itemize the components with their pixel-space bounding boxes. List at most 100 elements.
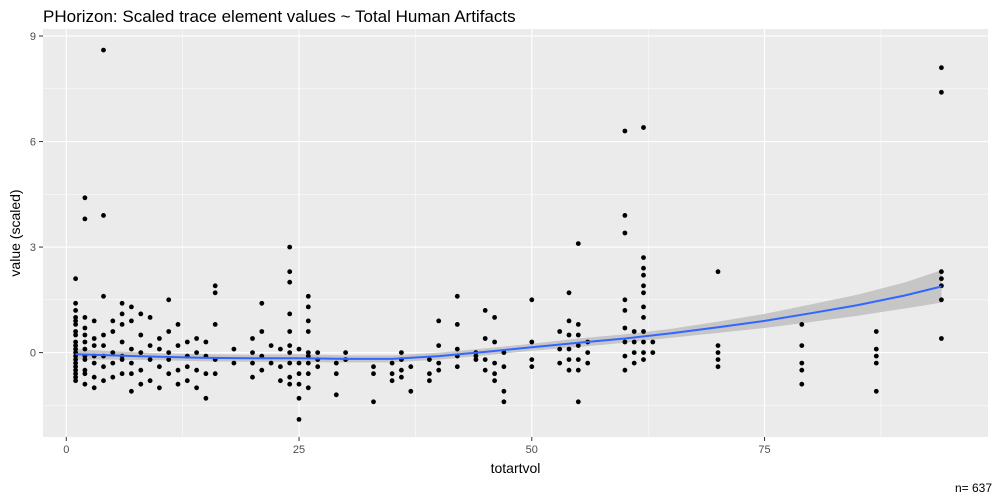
data-point — [333, 360, 339, 366]
data-point — [939, 65, 944, 71]
data-point — [157, 364, 162, 370]
data-point — [529, 339, 535, 345]
y-tick-label: 6 — [30, 137, 36, 149]
data-point — [631, 350, 637, 355]
data-point — [641, 283, 646, 289]
data-point — [119, 311, 125, 317]
data-point — [250, 374, 255, 380]
data-point — [501, 388, 507, 394]
data-point — [566, 332, 572, 338]
data-point — [73, 332, 78, 338]
data-point — [157, 385, 162, 391]
data-point — [278, 346, 283, 352]
data-point — [305, 293, 311, 299]
data-point — [575, 367, 581, 373]
data-point — [399, 367, 404, 373]
data-point — [147, 357, 153, 362]
data-point — [492, 360, 497, 366]
data-point — [305, 371, 311, 377]
data-point — [278, 378, 283, 384]
data-point — [73, 378, 78, 384]
data-point — [427, 371, 432, 377]
data-point — [166, 350, 172, 355]
data-point — [333, 392, 339, 398]
data-point — [482, 357, 488, 362]
data-point — [799, 367, 805, 373]
data-point — [110, 329, 116, 334]
smooth-line-layer — [75, 285, 942, 360]
data-point — [557, 360, 563, 366]
data-point — [101, 47, 106, 53]
data-point — [129, 371, 134, 377]
data-point — [166, 329, 172, 334]
data-point — [939, 269, 944, 275]
data-point — [175, 367, 181, 373]
data-points — [73, 47, 944, 422]
data-point — [82, 367, 88, 373]
data-point — [194, 367, 200, 373]
data-point — [212, 371, 218, 377]
data-point — [492, 339, 497, 345]
x-tick-label: 25 — [293, 444, 305, 456]
data-point — [110, 360, 116, 366]
data-point — [333, 371, 339, 377]
data-point — [585, 350, 591, 355]
data-point — [454, 293, 460, 299]
data-point — [147, 343, 153, 348]
data-point — [73, 276, 78, 282]
data-point — [166, 357, 172, 362]
data-point — [399, 374, 404, 380]
data-point — [278, 364, 283, 370]
data-point — [259, 329, 265, 334]
data-point — [622, 308, 628, 313]
data-point — [492, 371, 497, 377]
data-point — [650, 350, 656, 355]
data-point — [650, 339, 656, 345]
data-point — [873, 388, 879, 394]
x-tick-label: 75 — [758, 444, 770, 456]
data-point — [799, 360, 805, 366]
data-point — [939, 336, 944, 341]
data-point — [715, 269, 721, 275]
data-point — [250, 360, 255, 366]
data-point — [492, 315, 497, 320]
data-point — [315, 364, 321, 370]
data-point — [166, 297, 172, 303]
data-point — [622, 325, 628, 331]
data-point — [529, 297, 535, 303]
data-point — [119, 322, 125, 327]
data-point — [622, 339, 628, 345]
data-point — [101, 364, 106, 370]
data-point — [82, 332, 88, 338]
data-point — [259, 367, 265, 373]
data-point — [939, 89, 944, 95]
data-point — [622, 297, 628, 303]
x-tick-label: 0 — [63, 444, 69, 456]
data-point — [622, 367, 628, 373]
data-point — [799, 343, 805, 348]
data-point — [287, 360, 293, 366]
data-point — [287, 343, 293, 348]
data-point — [427, 357, 432, 362]
data-point — [641, 290, 646, 296]
data-point — [575, 322, 581, 327]
data-point — [622, 213, 628, 218]
data-point — [939, 276, 944, 282]
data-point — [194, 350, 200, 355]
data-point — [82, 315, 88, 320]
data-point — [231, 346, 237, 352]
data-point — [296, 346, 302, 352]
data-point — [212, 283, 218, 289]
data-point — [371, 399, 376, 405]
data-point — [91, 336, 97, 341]
data-point — [454, 346, 460, 352]
data-point — [119, 300, 125, 306]
data-point — [501, 350, 507, 355]
data-point — [287, 329, 293, 334]
data-point — [119, 357, 125, 362]
grid-lines — [43, 29, 988, 437]
data-point — [194, 385, 200, 391]
data-point — [250, 336, 255, 341]
data-point — [184, 339, 190, 345]
